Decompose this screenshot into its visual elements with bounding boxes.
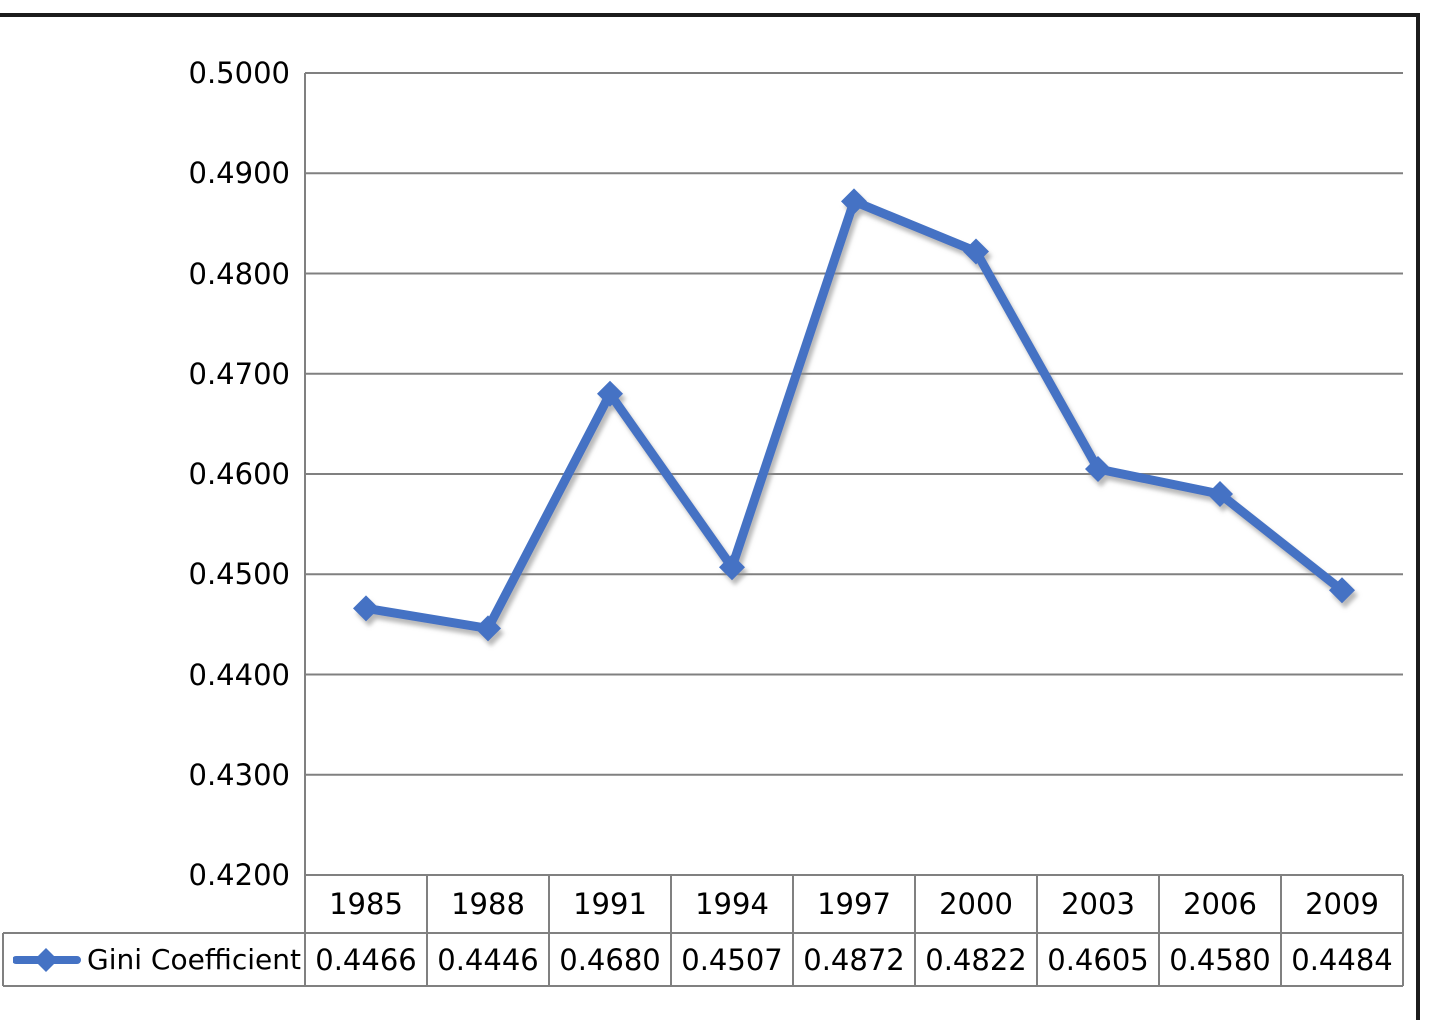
year-cell: 1985 (329, 887, 403, 921)
year-cell: 2003 (1061, 887, 1135, 921)
value-cell: 0.4680 (559, 942, 661, 977)
data-point-marker (597, 380, 623, 407)
value-cell: 0.4484 (1291, 942, 1393, 977)
data-point-marker (841, 188, 867, 215)
data-point-marker (1085, 455, 1111, 482)
year-cell: 1991 (573, 887, 647, 921)
legend-series-label: Gini Coefficient (87, 943, 302, 976)
y-tick-label: 0.4400 (188, 657, 290, 692)
y-tick-label: 0.4500 (188, 557, 290, 592)
data-point-marker (475, 615, 501, 642)
year-cell: 2009 (1305, 887, 1379, 921)
value-cell: 0.4822 (925, 942, 1027, 977)
year-cell: 1994 (695, 887, 769, 921)
legend-marker-shape (13, 947, 81, 972)
value-cell: 0.4466 (315, 942, 417, 977)
value-cell: 0.4507 (681, 942, 783, 977)
year-cell: 2000 (939, 887, 1013, 921)
data-point-marker (353, 595, 379, 622)
series-line (361, 196, 1347, 633)
data-point-marker (719, 554, 745, 581)
year-cell: 1988 (451, 887, 525, 921)
legend-line-marker-icon (13, 947, 81, 972)
y-tick-label: 0.4300 (188, 757, 290, 792)
y-tick-label: 0.4800 (188, 256, 290, 291)
y-tick-label: 0.4600 (188, 457, 290, 491)
legend-cell: Gini Coefficient (5, 935, 303, 984)
y-tick-label: 0.4900 (188, 156, 290, 191)
data-point-marker (963, 238, 989, 265)
data-point-marker (1207, 481, 1233, 508)
series-gini-coefficient (353, 188, 1355, 642)
y-tick-label: 0.4700 (188, 356, 290, 391)
year-cell: 2006 (1183, 887, 1257, 921)
value-cell: 0.4580 (1169, 942, 1271, 977)
value-cell: 0.4605 (1047, 942, 1149, 977)
value-cell: 0.4872 (803, 942, 905, 977)
data-point-marker (1329, 577, 1355, 604)
value-cell: 0.4446 (437, 942, 539, 977)
year-cell: 1997 (817, 887, 891, 921)
y-tick-label: 0.5000 (188, 56, 290, 90)
y-tick-label: 0.4200 (188, 858, 290, 892)
